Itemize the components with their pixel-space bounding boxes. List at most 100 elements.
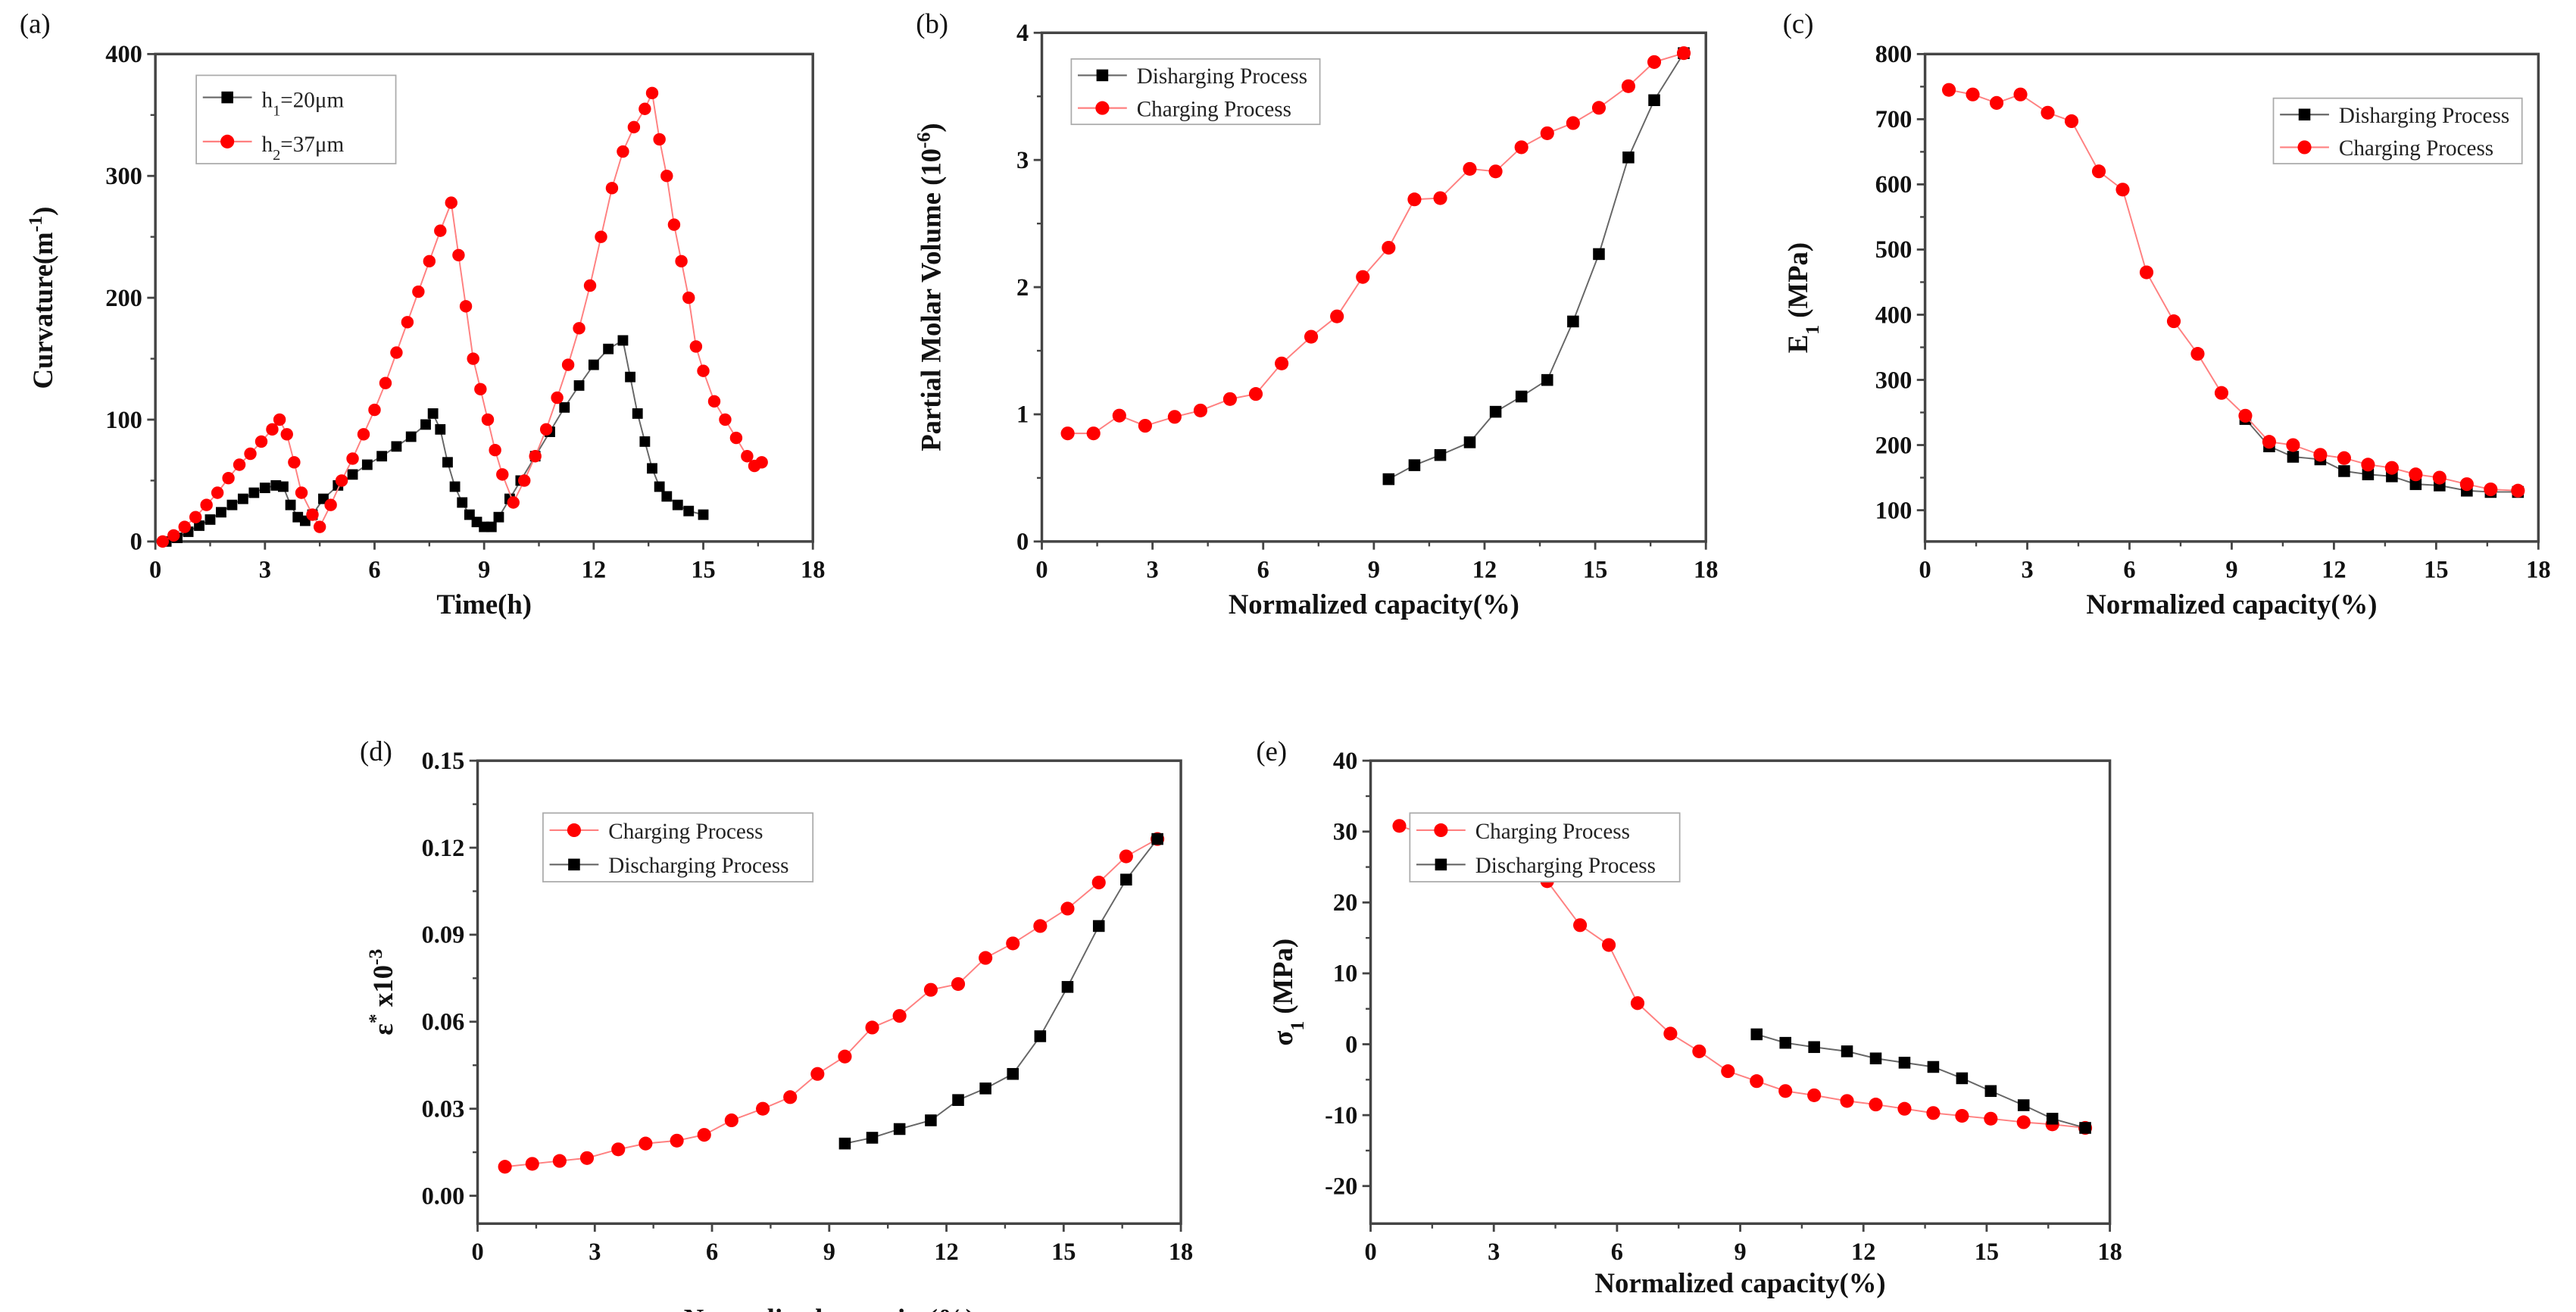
data-point <box>588 359 599 370</box>
data-point <box>639 436 651 447</box>
series-line <box>2244 418 2518 493</box>
y-tick-label: 0.06 <box>422 1009 465 1036</box>
y-tick-label: 0.03 <box>422 1095 465 1123</box>
data-point <box>1060 426 1075 441</box>
data-point <box>979 1082 991 1095</box>
data-point <box>670 1133 684 1148</box>
data-point <box>756 1101 770 1116</box>
data-point <box>1061 981 1074 993</box>
data-point <box>391 441 402 452</box>
data-point <box>376 451 388 462</box>
x-tick-label: 9 <box>1734 1239 1746 1266</box>
x-tick-label: 3 <box>1488 1239 1500 1266</box>
y-tick-label: 30 <box>1333 819 1357 846</box>
data-point <box>1648 94 1660 107</box>
legend-label: Charging Process <box>2339 136 2493 161</box>
series-line <box>1756 1033 2086 1129</box>
series-red <box>498 832 1165 1174</box>
data-point <box>1092 920 1105 932</box>
legend-marker <box>220 134 235 148</box>
data-point <box>573 322 585 335</box>
y-tick-label: 400 <box>105 41 142 68</box>
data-point <box>1898 1057 1911 1069</box>
data-point <box>2338 465 2350 477</box>
y-tick-label: -20 <box>1325 1173 1357 1200</box>
data-point <box>361 459 373 470</box>
data-point <box>507 496 520 509</box>
data-point <box>420 419 431 430</box>
data-point <box>1676 46 1691 61</box>
data-point <box>2362 468 2375 481</box>
x-tick-label: 0 <box>1364 1239 1376 1266</box>
data-point <box>442 457 453 468</box>
data-point <box>838 1137 851 1150</box>
y-tick-label: 0.00 <box>422 1182 465 1210</box>
data-point <box>1167 410 1182 424</box>
y-axis-label: E1 (MPa) <box>1782 242 1823 353</box>
data-point <box>707 395 721 408</box>
x-axis-label: Normalized capacity(%) <box>1595 1267 1886 1298</box>
x-tick-label: 9 <box>823 1239 835 1266</box>
data-point <box>639 1136 653 1151</box>
data-point <box>583 279 597 292</box>
data-point <box>237 493 248 504</box>
data-point <box>390 346 403 359</box>
data-point <box>893 1123 906 1136</box>
legend-box <box>1070 58 1321 126</box>
legend: Charging Process Discharging Process <box>1409 812 1681 882</box>
data-point <box>434 224 447 237</box>
data-point <box>189 511 202 523</box>
data-point <box>1573 918 1588 932</box>
y-axis-label: ε* x10-3 <box>364 949 399 1036</box>
x-tick-label: 3 <box>259 556 271 583</box>
data-point <box>1807 1088 1822 1102</box>
legend-box <box>1409 812 1681 882</box>
data-point <box>216 507 226 518</box>
y-tick-label: 600 <box>1875 171 1912 198</box>
data-point <box>2166 314 2181 329</box>
data-point <box>1006 936 1020 951</box>
data-point <box>2313 448 2328 462</box>
x-tick-label: 12 <box>1851 1239 1875 1266</box>
data-point <box>1927 1061 1940 1073</box>
data-point <box>412 285 425 298</box>
y-tick-label: 700 <box>1875 106 1912 133</box>
data-point <box>486 521 497 533</box>
panel-label: (a) <box>20 8 51 39</box>
data-point <box>1119 849 1133 864</box>
data-point <box>2079 1122 2091 1134</box>
x-tick-label: 18 <box>2097 1239 2122 1266</box>
data-point <box>2409 478 2422 490</box>
data-point <box>1091 875 1106 890</box>
data-point <box>1514 140 1528 155</box>
legend-marker <box>568 858 580 871</box>
y-tick-label: 100 <box>1875 497 1912 524</box>
data-point <box>226 499 238 511</box>
y-axis-label: Partial Molar Volume (10-6) <box>912 123 947 451</box>
data-point <box>1463 436 1476 448</box>
data-point <box>1120 873 1132 886</box>
data-point <box>1566 116 1580 130</box>
legend-marker <box>567 823 582 838</box>
legend-label: Charging Process <box>1475 820 1630 844</box>
data-point <box>525 1157 539 1171</box>
panel-c: (c) 0 3 6 9 12 15 18 100 200 300 400 500 600 700 800 Nor… <box>1782 8 2550 620</box>
x-tick-label: 15 <box>1975 1239 1999 1266</box>
data-point <box>1193 403 1208 417</box>
data-point <box>605 182 619 195</box>
data-point <box>617 145 629 158</box>
x-tick-label: 0 <box>1919 556 1931 583</box>
data-point <box>1392 819 1407 833</box>
legend-label: Discharging Process <box>608 854 788 878</box>
data-point <box>1601 938 1616 952</box>
data-point <box>2286 438 2300 452</box>
x-tick-label: 15 <box>691 556 715 583</box>
data-point <box>1540 126 1554 140</box>
series-black <box>1750 1028 2091 1134</box>
data-point <box>452 248 465 261</box>
data-point <box>1060 901 1075 916</box>
y-tick-label: 800 <box>1875 41 1912 68</box>
x-tick-label: 9 <box>1368 556 1380 583</box>
data-point <box>611 1142 626 1157</box>
